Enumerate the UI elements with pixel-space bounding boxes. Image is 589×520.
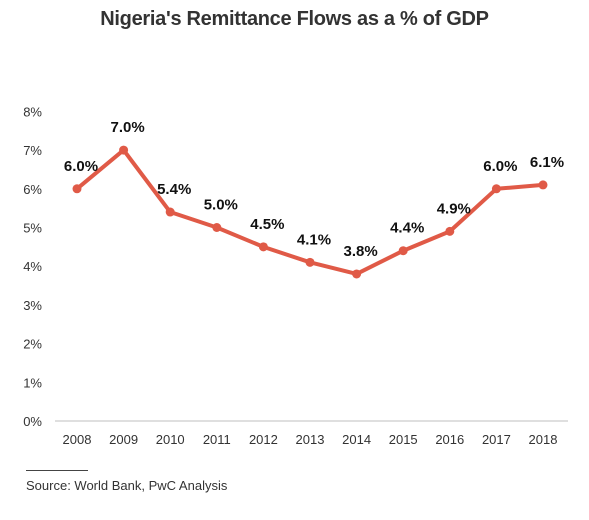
chart-title: Nigeria's Remittance Flows as a % of GDP <box>100 8 489 30</box>
data-label: 4.9% <box>437 200 471 217</box>
data-point <box>491 184 501 194</box>
data-point <box>538 180 548 190</box>
y-tick-label: 2% <box>23 337 42 352</box>
data-point <box>165 207 175 217</box>
x-tick-label: 2014 <box>342 432 371 447</box>
data-label: 4.4% <box>390 220 424 237</box>
x-tick-label: 2013 <box>296 432 325 447</box>
data-point <box>445 226 455 236</box>
data-point <box>72 184 82 194</box>
data-label: 4.1% <box>297 231 331 248</box>
x-tick-label: 2010 <box>156 432 185 447</box>
data-point <box>305 257 315 267</box>
x-tick-label: 2012 <box>249 432 278 447</box>
x-tick-label: 2017 <box>482 432 511 447</box>
data-label: 7.0% <box>110 119 144 136</box>
x-tick-label: 2009 <box>109 432 138 447</box>
x-tick-label: 2008 <box>63 432 92 447</box>
y-tick-label: 0% <box>23 414 42 429</box>
y-tick-label: 3% <box>23 298 42 313</box>
line-chart: 0% 1% 2% 3% 4% 5% 6% 7% 8% 2008 2009 2010 2011 2012 20… <box>23 104 568 447</box>
data-label: 4.5% <box>250 216 284 233</box>
y-tick-label: 7% <box>23 143 42 158</box>
y-tick-label: 8% <box>23 104 42 119</box>
data-point <box>398 246 408 256</box>
x-tick-label: 2016 <box>435 432 464 447</box>
source-divider <box>26 470 88 471</box>
data-point <box>212 223 222 232</box>
data-label: 6.1% <box>530 154 564 171</box>
series-line <box>75 148 545 276</box>
data-label: 5.4% <box>157 181 191 198</box>
y-tick-label: 4% <box>23 259 42 274</box>
y-tick-label: 6% <box>23 182 42 197</box>
data-label: 6.0% <box>483 158 517 175</box>
data-label: 5.0% <box>204 197 238 214</box>
x-tick-label: 2018 <box>529 432 558 447</box>
data-point <box>258 242 268 252</box>
x-tick-label: 2015 <box>389 432 418 447</box>
y-tick-label: 1% <box>23 375 42 390</box>
x-tick-label: 2011 <box>203 432 231 447</box>
data-label: 3.8% <box>343 243 377 260</box>
y-tick-label: 5% <box>23 221 42 236</box>
data-point <box>352 269 362 279</box>
source-note: Source: World Bank, PwC Analysis <box>26 478 228 493</box>
data-label: 6.0% <box>64 158 98 175</box>
data-point <box>119 145 129 155</box>
